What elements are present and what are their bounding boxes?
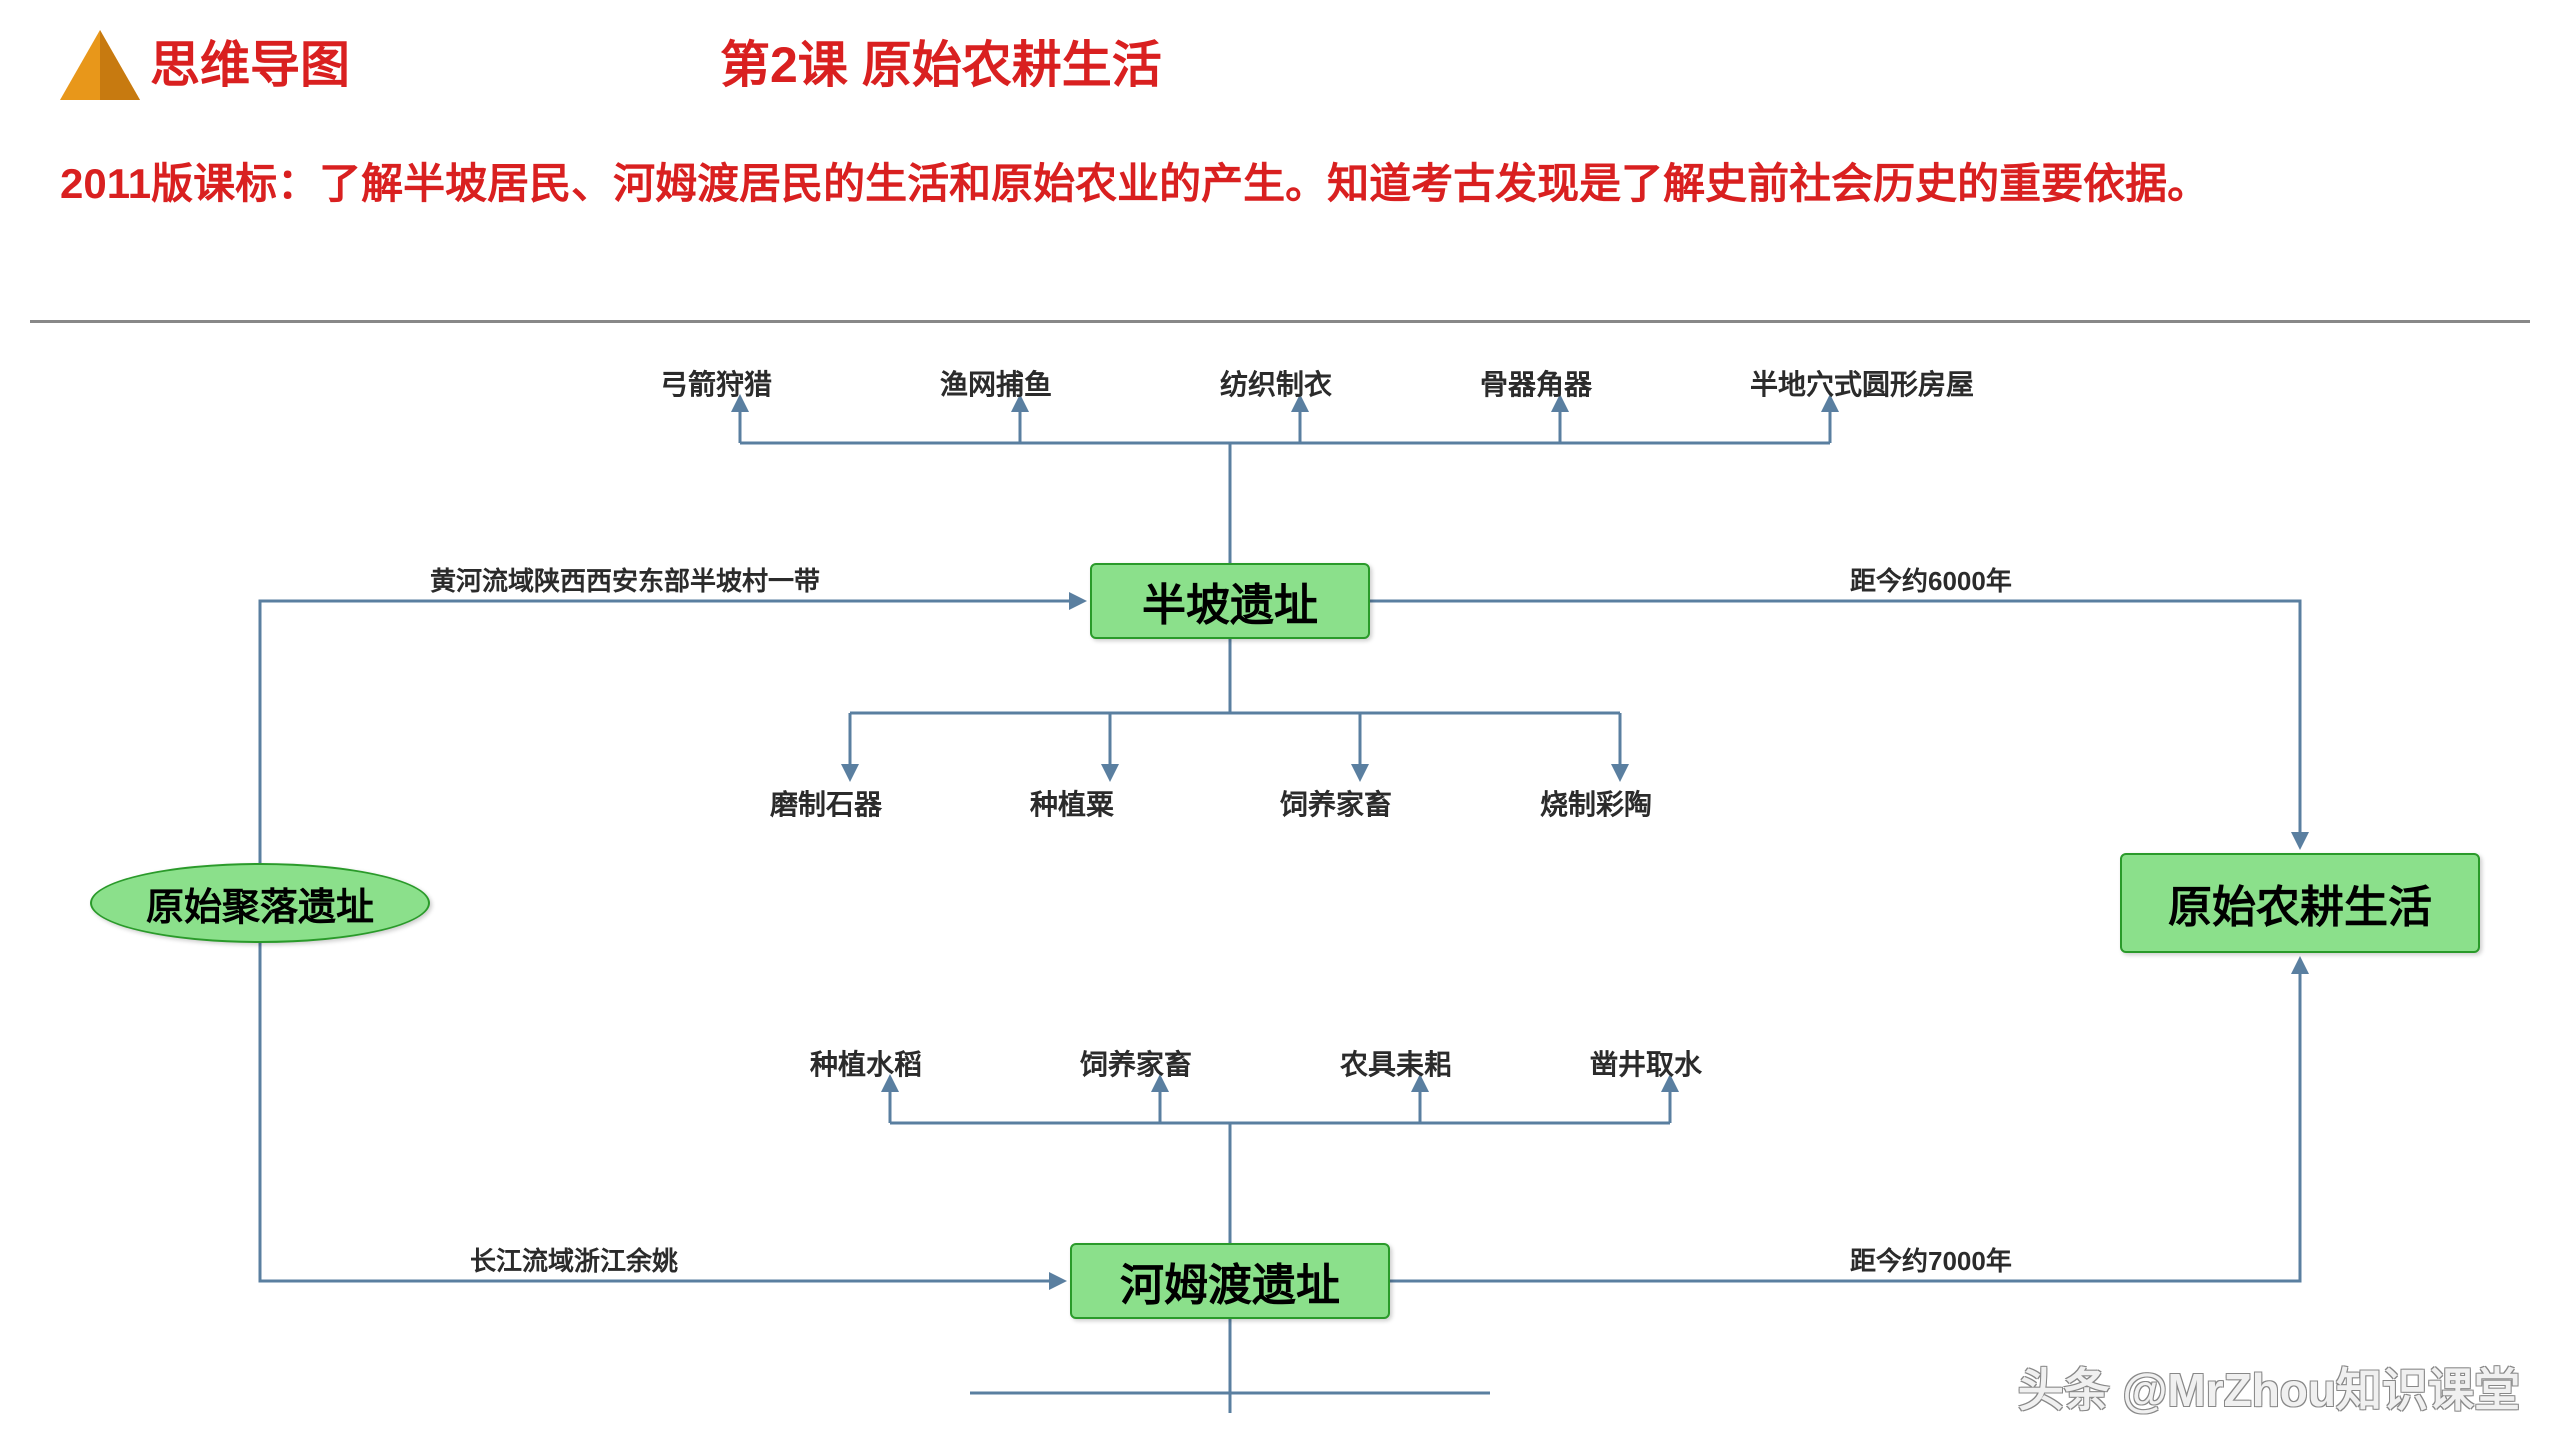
mindmap-title: 思维导图 [150, 25, 350, 97]
node-banpo: 半坡遗址 [1090, 563, 1370, 639]
leaf-item: 磨制石器 [770, 783, 882, 823]
edge-label-banpo-left: 黄河流域陕西西安东部半坡村一带 [430, 561, 820, 598]
leaf-item: 饲养家畜 [1080, 1043, 1192, 1083]
leaf-item: 弓箭狩猎 [660, 363, 772, 403]
leaf-item: 农具耒耜 [1340, 1043, 1452, 1083]
leaf-item: 骨器角器 [1480, 363, 1592, 403]
node-right-root: 原始农耕生活 [2120, 853, 2480, 953]
watermark: 头条 @MrZhou知识课堂 [2018, 1354, 2520, 1420]
lesson-title: 第2课 原始农耕生活 [720, 25, 1162, 97]
leaf-item: 种植粟 [1030, 783, 1114, 823]
leaf-item: 纺织制衣 [1220, 363, 1332, 403]
node-hemudu: 河姆渡遗址 [1070, 1243, 1390, 1319]
leaf-item: 渔网捕鱼 [940, 363, 1052, 403]
edge-label-banpo-right: 距今约6000年 [1850, 561, 2012, 598]
leaf-item: 半地穴式圆形房屋 [1750, 363, 1974, 403]
leaf-item: 饲养家畜 [1280, 783, 1392, 823]
leaf-item: 种植水稻 [810, 1043, 922, 1083]
mindmap-diagram: 原始聚落遗址 原始农耕生活 半坡遗址 河姆渡遗址 黄河流域陕西西安东部半坡村一带… [30, 320, 2530, 1423]
leaf-item: 烧制彩陶 [1540, 783, 1652, 823]
curriculum-subtitle: 2011版课标：了解半坡居民、河姆渡居民的生活和原始农业的产生。知道考古发现是了… [60, 150, 2500, 217]
node-left-root: 原始聚落遗址 [90, 863, 430, 943]
edge-label-hemudu-left: 长江流域浙江余姚 [470, 1241, 678, 1278]
leaf-item: 凿井取水 [1590, 1043, 1702, 1083]
edge-label-hemudu-right: 距今约7000年 [1850, 1241, 2012, 1278]
